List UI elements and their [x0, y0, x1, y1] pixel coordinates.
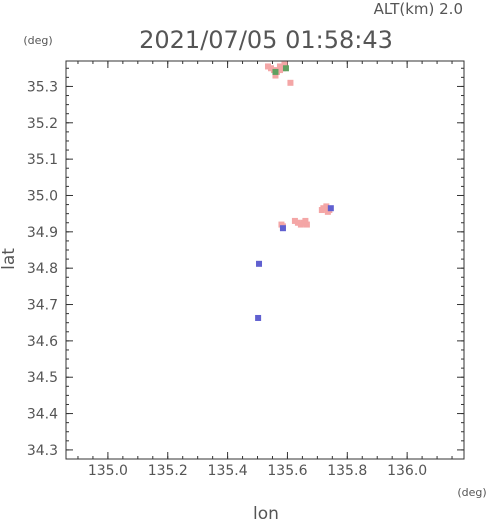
data-point	[323, 203, 330, 210]
y-tick-label: 34.3	[27, 443, 58, 459]
y-tick-label: 34.4	[27, 407, 58, 423]
y-tick-label: 34.9	[27, 225, 58, 241]
y-unit-label: (deg)	[23, 34, 52, 47]
data-point	[287, 79, 294, 86]
y-tick-label: 35.1	[27, 152, 58, 168]
y-tick-label: 34.6	[27, 334, 58, 350]
data-point	[272, 68, 279, 75]
altitude-label: ALT(km) 2.0	[374, 0, 463, 18]
data-point	[302, 217, 309, 224]
y-axis-label: lat	[0, 248, 19, 270]
x-tick-label: 135.2	[148, 463, 188, 479]
x-tick-label: 136.0	[387, 463, 427, 479]
x-tick-label: 135.0	[88, 463, 128, 479]
y-tick-label: 34.5	[27, 370, 58, 386]
y-tick-label: 35.0	[27, 188, 58, 204]
x-unit-label: (deg)	[457, 486, 486, 499]
data-point	[255, 314, 262, 321]
axis-ticks: 135.0 135.2 135.4 135.6 135.8 136.0 34.3 34.4 34…	[27, 61, 464, 479]
data-point	[303, 221, 310, 228]
x-tick-label: 135.6	[267, 463, 307, 479]
chart-title: 2021/07/05 01:58:43	[139, 26, 393, 54]
data-point	[256, 260, 263, 267]
x-tick-label: 135.4	[208, 463, 248, 479]
y-tick-label: 34.8	[27, 261, 58, 277]
y-tick-label: 35.2	[27, 116, 58, 132]
data-point	[324, 208, 331, 215]
data-point	[281, 61, 288, 68]
x-tick-label: 135.8	[327, 463, 367, 479]
y-tick-label: 35.3	[27, 79, 58, 95]
data-point	[272, 72, 279, 79]
data-points	[255, 61, 334, 321]
data-point	[327, 205, 334, 212]
plot-frame	[65, 60, 465, 460]
data-point	[282, 65, 289, 72]
y-tick-label: 34.7	[27, 298, 58, 314]
data-point	[276, 63, 283, 70]
data-point	[279, 225, 286, 232]
x-axis-label: lon	[253, 504, 279, 521]
